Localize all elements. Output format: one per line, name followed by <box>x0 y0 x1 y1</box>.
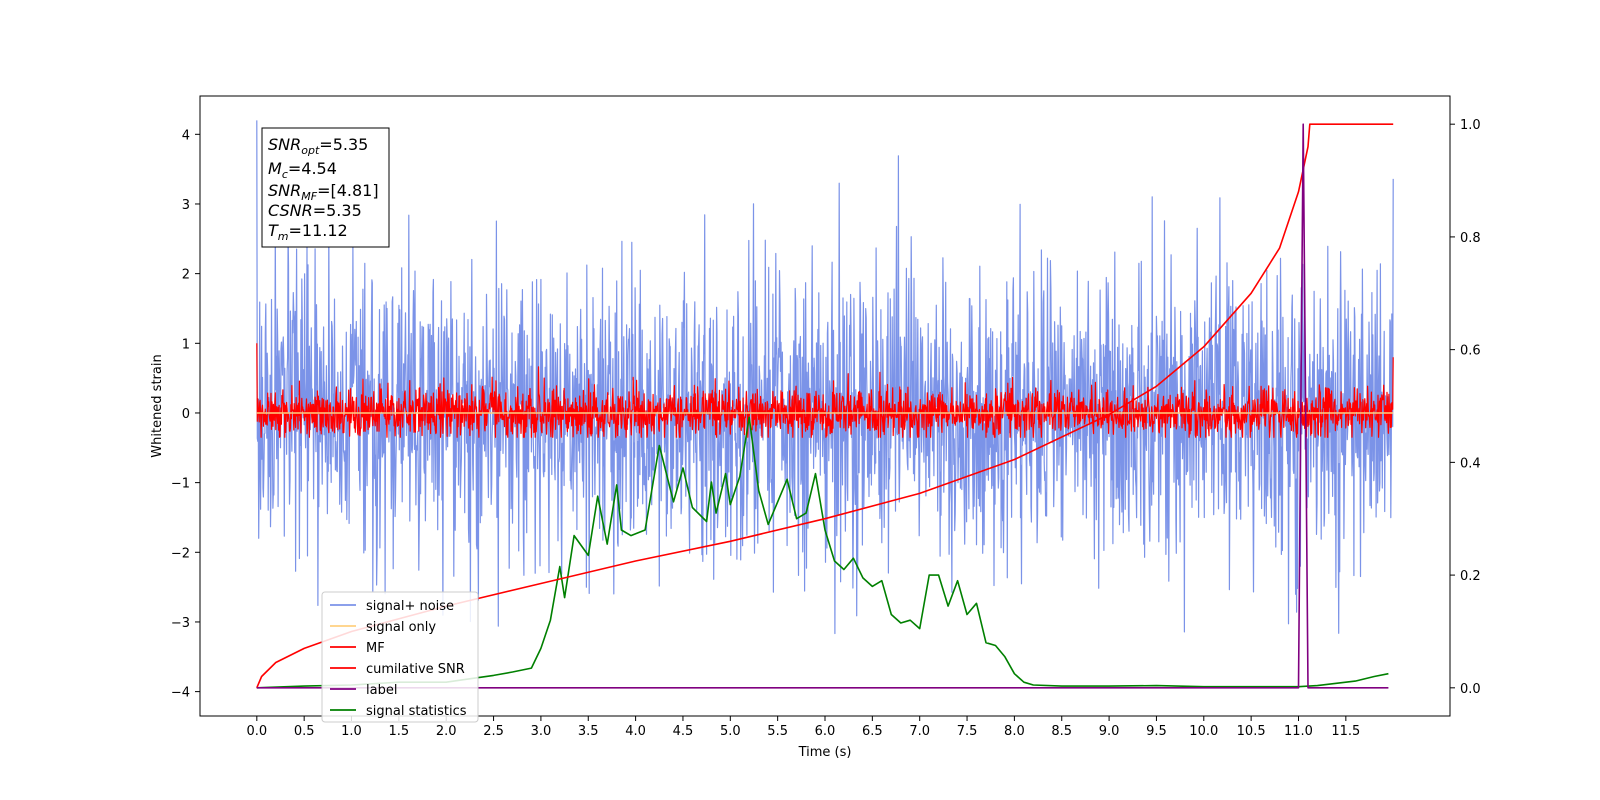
legend-label: MF <box>366 641 385 656</box>
annotation-csnr: CSNR=5.35 <box>268 201 362 220</box>
legend-label: signal only <box>366 620 436 635</box>
y-tick-label: −1 <box>171 477 190 492</box>
annotation-snr-opt: SNRopt=5.35 <box>268 135 368 157</box>
annotation-snr-mf: SNRMF=[4.81] <box>268 181 379 203</box>
x-tick-label: 0.5 <box>294 724 315 739</box>
y-axis-left: 4 3 2 1 0 −1 −2 −3 −4 <box>171 128 200 701</box>
x-tick-label: 8.0 <box>1004 724 1025 739</box>
x-tick-label: 0.0 <box>246 724 267 739</box>
x-tick-label: 11.5 <box>1331 724 1360 739</box>
annotation-mc: Mc=4.54 <box>268 159 337 181</box>
y-axis-label: Whitened strain <box>150 354 165 457</box>
x-tick-label: 3.0 <box>531 724 552 739</box>
y2-tick-label: 1.0 <box>1460 118 1481 133</box>
y2-tick-label: 0.8 <box>1460 231 1481 246</box>
y-axis-right: 1.0 0.8 0.6 0.4 0.2 0.0 <box>1450 118 1481 697</box>
x-tick-label: 11.0 <box>1284 724 1313 739</box>
legend-frame <box>321 591 479 723</box>
x-tick-label: 3.5 <box>578 724 599 739</box>
series-line-signal-statistics <box>256 416 1389 689</box>
x-tick-label: 4.0 <box>625 724 646 739</box>
legend-label: label <box>366 683 397 698</box>
x-tick-label: 6.5 <box>862 724 883 739</box>
annotation-frame <box>261 127 390 248</box>
y-tick-label: 0 <box>182 407 190 422</box>
x-tick-label: 1.5 <box>389 724 410 739</box>
legend-label: signal+ noise <box>366 599 454 614</box>
x-tick-label: 7.0 <box>909 724 930 739</box>
x-tick-label: 4.5 <box>673 724 694 739</box>
x-tick-label: 9.0 <box>1099 724 1120 739</box>
y2-tick-label: 0.6 <box>1460 344 1481 359</box>
y-tick-label: −2 <box>171 546 190 561</box>
x-tick-label: 7.5 <box>957 724 978 739</box>
x-axis: 0.0 0.5 1.0 1.5 2.0 2.5 3.0 3.5 4.0 4.5 5.0 5.5 6.0 6… <box>246 716 1360 739</box>
x-tick-label: 10.0 <box>1189 724 1218 739</box>
series-layer <box>256 120 1394 689</box>
x-tick-label: 5.5 <box>767 724 788 739</box>
x-tick-label: 10.5 <box>1237 724 1266 739</box>
x-tick-label: 6.0 <box>815 724 836 739</box>
x-tick-label: 2.5 <box>483 724 504 739</box>
x-tick-label: 5.0 <box>720 724 741 739</box>
series-line-cumilative-snr <box>256 123 1394 689</box>
y-tick-label: 4 <box>182 128 190 143</box>
y2-tick-label: 0.2 <box>1460 569 1481 584</box>
annotation-box: SNRopt=5.35 Mc=4.54 SNRMF=[4.81] CSNR=5.… <box>261 127 390 248</box>
y-tick-label: 2 <box>182 268 190 283</box>
y-tick-label: −3 <box>171 616 190 631</box>
x-tick-label: 1.0 <box>341 724 362 739</box>
series-line-mf <box>256 343 1394 438</box>
legend-label: signal statistics <box>366 704 467 719</box>
y-tick-label: −4 <box>171 686 190 701</box>
y2-tick-label: 0.0 <box>1460 682 1481 697</box>
series-line-label <box>256 123 1389 689</box>
legend: signal+ noise signal only MF cumilative SNR… <box>321 591 479 723</box>
x-tick-label: 8.5 <box>1051 724 1072 739</box>
legend-label: cumilative SNR <box>366 662 465 677</box>
x-tick-label: 2.0 <box>436 724 457 739</box>
x-axis-label: Time (s) <box>798 745 852 760</box>
y-tick-label: 3 <box>182 198 190 213</box>
y2-tick-label: 0.4 <box>1460 456 1481 471</box>
x-tick-label: 9.5 <box>1146 724 1167 739</box>
annotation-tm: Tm=11.12 <box>268 221 348 243</box>
y-tick-label: 1 <box>182 337 190 352</box>
